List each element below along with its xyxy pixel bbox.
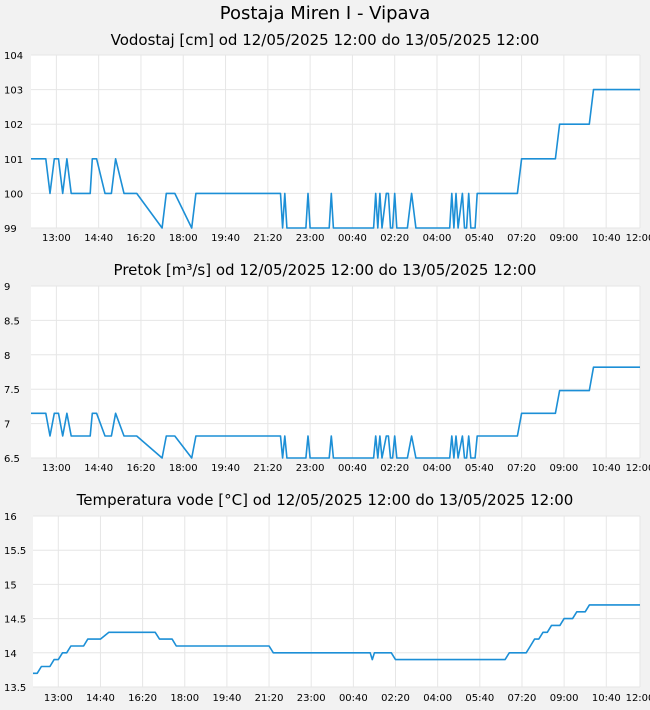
chart-title-pretok: Pretok [m³/s] od 12/05/2025 12:00 do 13/… <box>113 261 537 279</box>
y-tick-label: 8.5 <box>4 316 20 327</box>
chart-title-vodostaj: Vodostaj [cm] od 12/05/2025 12:00 do 13/… <box>110 31 540 49</box>
x-tick-label: 10:40 <box>592 233 621 244</box>
x-tick-label: 02:20 <box>380 463 409 474</box>
y-tick-label: 16 <box>4 512 17 523</box>
y-tick-label: 15 <box>4 580 17 591</box>
x-tick-label: 13:00 <box>42 233 71 244</box>
x-tick-label: 21:20 <box>255 693 284 704</box>
x-tick-label: 18:00 <box>170 693 199 704</box>
x-tick-label: 07:20 <box>507 463 536 474</box>
y-tick-label: 102 <box>4 120 23 131</box>
x-tick-label: 09:00 <box>550 693 579 704</box>
series-line-temperatura <box>33 604 640 675</box>
x-tick-label: 16:20 <box>128 693 157 704</box>
x-tick-label: 10:40 <box>592 693 621 704</box>
y-tick-label: 9 <box>4 282 10 293</box>
x-tick-label: 12:00 <box>626 693 650 704</box>
x-tick-label: 19:40 <box>212 693 241 704</box>
x-tick-label: 13:00 <box>42 463 71 474</box>
x-tick-label: 14:40 <box>84 463 113 474</box>
x-tick-label: 12:00 <box>626 233 650 244</box>
x-tick-label: 09:00 <box>549 233 578 244</box>
y-tick-label: 7 <box>4 420 10 431</box>
x-tick-label: 13:00 <box>44 693 73 704</box>
x-tick-label: 19:40 <box>211 233 240 244</box>
page-title: Postaja Miren I - Vipava <box>219 3 431 24</box>
chart-pretok: 6.5 7 7.5 8 8.5 9 13:00 14:40 16:20 18:00 19:40 21:… <box>4 282 650 474</box>
y-tick-label: 103 <box>4 86 23 97</box>
x-tick-label: 00:40 <box>339 693 368 704</box>
x-tick-label: 04:00 <box>423 233 452 244</box>
x-tick-label: 02:20 <box>380 233 409 244</box>
y-tick-label: 13.5 <box>4 683 26 694</box>
x-tick-label: 18:00 <box>169 463 198 474</box>
x-tick-label: 14:40 <box>84 233 113 244</box>
chart-temperatura: 13.5 14 14.5 15 15.5 16 13:00 14:40 16:20 18:00 19… <box>4 512 650 704</box>
x-tick-label: 21:20 <box>253 233 282 244</box>
y-tick-label: 99 <box>4 224 17 235</box>
y-tick-label: 100 <box>4 189 23 200</box>
x-tick-label: 07:20 <box>507 233 536 244</box>
plot-area <box>31 55 640 228</box>
x-tick-label: 21:20 <box>253 463 282 474</box>
x-tick-label: 05:40 <box>465 233 494 244</box>
chart-vodostaj: 99 100 101 102 103 104 13:00 14:40 16:20 18:00 19:… <box>4 51 650 244</box>
y-tick-label: 7.5 <box>4 385 20 396</box>
x-tick-label: 09:00 <box>549 463 578 474</box>
x-tick-label: 12:00 <box>626 463 650 474</box>
y-tick-label: 15.5 <box>4 546 26 557</box>
x-tick-label: 23:00 <box>296 463 325 474</box>
x-tick-label: 02:20 <box>381 693 410 704</box>
x-tick-label: 18:00 <box>169 233 198 244</box>
plot-area <box>33 516 640 687</box>
series-line-vodostaj <box>31 88 640 229</box>
y-tick-label: 101 <box>4 155 23 166</box>
x-tick-label: 23:00 <box>297 693 326 704</box>
series-line-pretok <box>31 366 640 459</box>
y-tick-label: 8 <box>4 351 10 362</box>
x-tick-label: 10:40 <box>592 463 621 474</box>
chart-title-temperatura: Temperatura vode [°C] od 12/05/2025 12:0… <box>76 491 574 509</box>
plot-area <box>31 286 640 458</box>
x-tick-label: 16:20 <box>127 463 156 474</box>
x-tick-label: 05:40 <box>465 463 494 474</box>
y-tick-label: 14.5 <box>4 615 26 626</box>
x-tick-label: 04:00 <box>423 463 452 474</box>
x-tick-label: 04:00 <box>423 693 452 704</box>
x-tick-label: 23:00 <box>296 233 325 244</box>
x-tick-label: 00:40 <box>338 233 367 244</box>
y-tick-label: 6.5 <box>4 454 20 465</box>
x-tick-label: 16:20 <box>127 233 156 244</box>
x-tick-label: 07:20 <box>508 693 537 704</box>
x-tick-label: 05:40 <box>465 693 494 704</box>
x-tick-label: 00:40 <box>338 463 367 474</box>
x-tick-label: 19:40 <box>211 463 240 474</box>
y-tick-label: 104 <box>4 51 23 62</box>
x-tick-label: 14:40 <box>86 693 115 704</box>
y-tick-label: 14 <box>4 649 17 660</box>
